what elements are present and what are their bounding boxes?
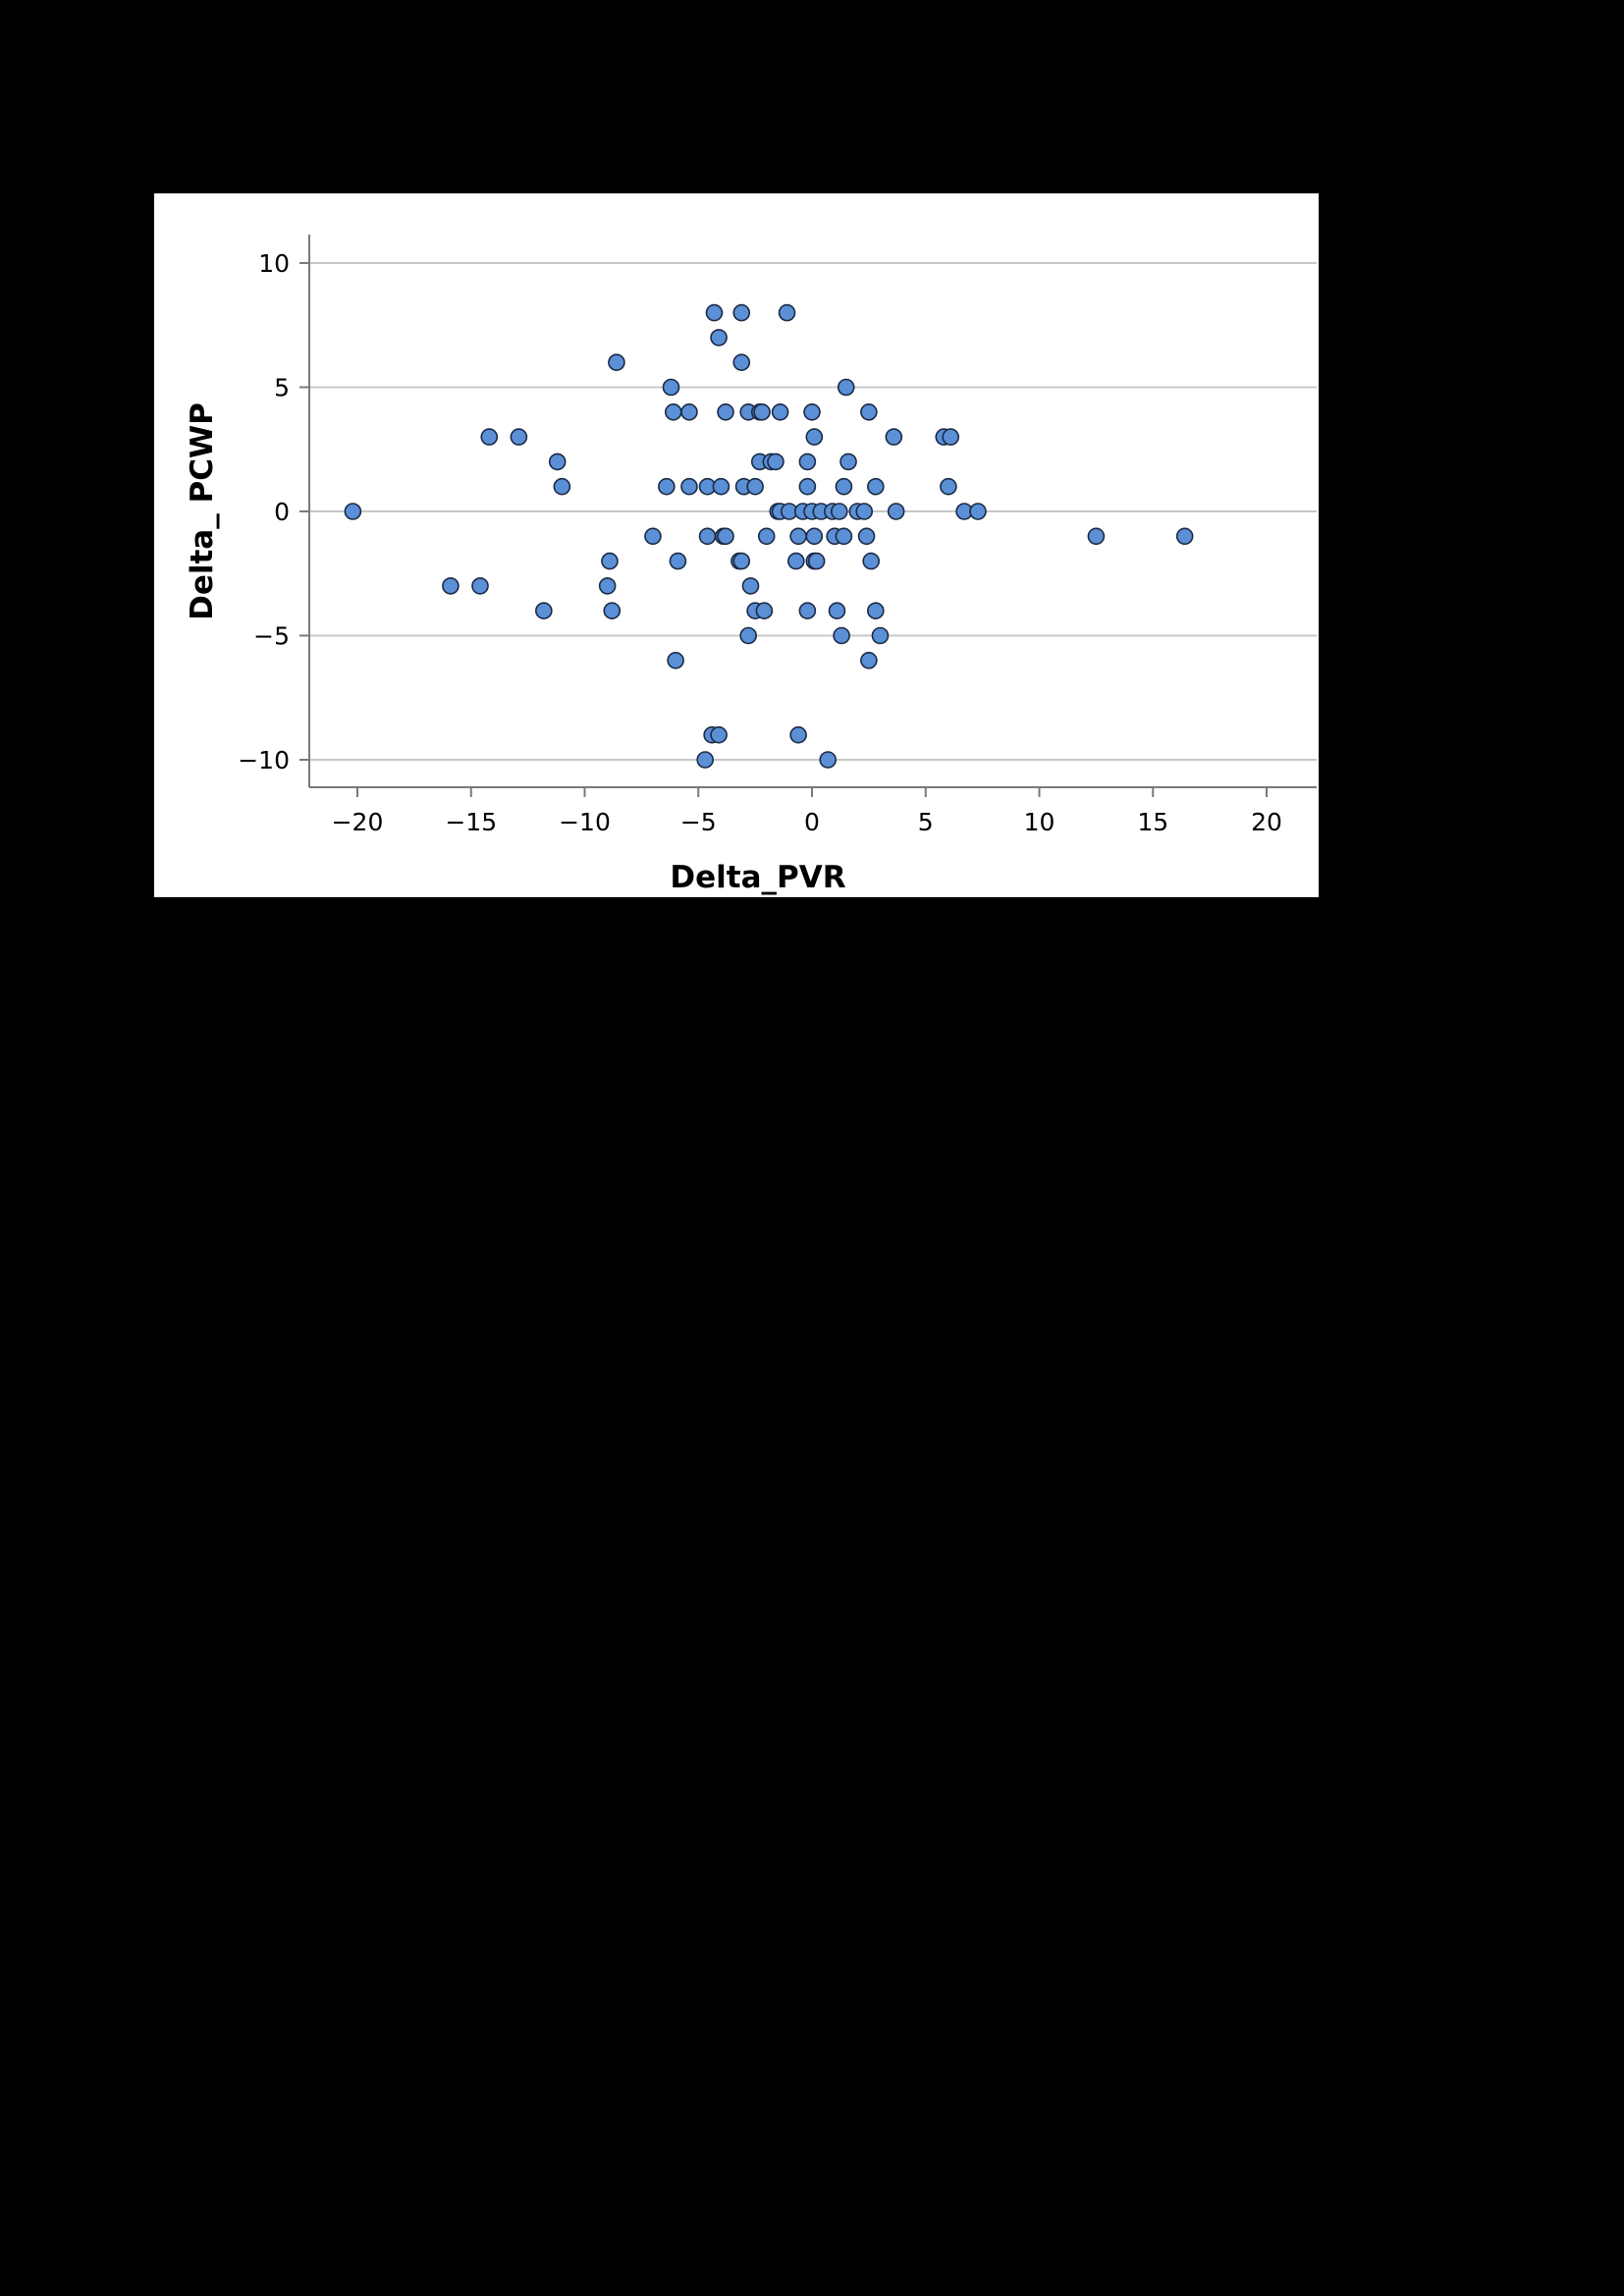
data-point [1087, 527, 1106, 546]
data-point [771, 403, 789, 421]
chart-panel: −10 −5 0 5 10 −20 −15 −10 −5 0 5 10 15 20 Delta_PVR D… [154, 193, 1319, 897]
data-point [598, 577, 617, 595]
data-point [739, 626, 757, 645]
x-tick-label: 0 [804, 808, 820, 836]
x-axis-title: Delta_PVR [670, 860, 845, 895]
data-point [698, 527, 717, 546]
data-point [1175, 527, 1194, 546]
data-point [732, 552, 751, 570]
data-point [664, 403, 682, 421]
data-point [746, 477, 764, 496]
data-point [548, 453, 567, 471]
data-point [871, 626, 890, 645]
data-point [442, 577, 460, 595]
data-point [807, 552, 826, 570]
data-point [835, 477, 853, 496]
data-point [644, 527, 662, 546]
data-point [535, 602, 553, 620]
data-point [680, 403, 698, 421]
data-point [969, 503, 987, 520]
data-point [767, 453, 785, 471]
y-tick-label: 10 [258, 249, 290, 278]
data-point [805, 428, 824, 446]
data-point [942, 428, 960, 446]
data-point [755, 602, 774, 620]
y-tick-label: −5 [253, 622, 290, 651]
data-point [805, 527, 824, 546]
data-point [741, 577, 760, 595]
data-point [510, 428, 528, 446]
data-point [658, 477, 676, 496]
data-points [344, 303, 1194, 769]
data-point [819, 751, 838, 769]
x-tick-label: −20 [332, 808, 384, 836]
data-point [603, 602, 622, 620]
data-point [798, 453, 817, 471]
data-point [786, 552, 805, 570]
x-tick-label: −5 [680, 808, 717, 836]
data-point [798, 602, 817, 620]
x-tick-label: 10 [1024, 808, 1056, 836]
data-point [480, 428, 499, 446]
axes [299, 235, 1317, 797]
y-tick-label: 0 [274, 498, 290, 526]
data-point [696, 751, 714, 769]
data-point [732, 303, 751, 322]
data-point [940, 477, 957, 496]
data-point [705, 303, 724, 322]
data-point [757, 527, 776, 546]
data-point [789, 527, 807, 546]
data-point [662, 378, 680, 397]
tick-labels: −10 −5 0 5 10 −20 −15 −10 −5 0 5 10 15 20 [238, 249, 1282, 836]
y-tick-label: 5 [274, 374, 290, 402]
data-point [601, 552, 619, 570]
data-point [862, 552, 880, 570]
data-point [753, 403, 771, 421]
data-point [839, 453, 857, 471]
data-point [837, 378, 855, 397]
data-point [732, 353, 751, 371]
data-point [717, 527, 734, 546]
y-axis-title: Delta_ PCWP [185, 402, 220, 620]
data-point [867, 477, 885, 496]
data-point [680, 477, 698, 496]
data-point [712, 477, 731, 496]
data-point [717, 403, 734, 421]
x-tick-label: −15 [445, 808, 497, 836]
data-point [833, 626, 850, 645]
data-point [803, 403, 821, 421]
data-point [830, 503, 848, 520]
y-tick-label: −10 [238, 746, 290, 774]
data-point [608, 353, 625, 371]
data-point [778, 303, 796, 322]
x-tick-label: 5 [918, 808, 934, 836]
data-point [669, 552, 687, 570]
data-point [710, 329, 728, 347]
data-point [855, 503, 874, 520]
data-point [887, 503, 905, 520]
x-tick-label: −10 [559, 808, 611, 836]
data-point [835, 527, 853, 546]
data-point [553, 477, 571, 496]
data-point [860, 651, 878, 669]
data-point [798, 477, 817, 496]
data-point [828, 602, 846, 620]
data-point [867, 602, 885, 620]
data-point [789, 725, 807, 744]
x-tick-label: 20 [1251, 808, 1282, 836]
data-point [471, 577, 489, 595]
data-point [857, 527, 876, 546]
scatter-plot: −10 −5 0 5 10 −20 −15 −10 −5 0 5 10 15 20 Delta_PVR D… [185, 235, 1317, 895]
data-point [885, 428, 903, 446]
data-point [344, 503, 362, 520]
data-point [710, 725, 728, 744]
data-point [667, 651, 684, 669]
x-tick-label: 15 [1137, 808, 1168, 836]
data-point [860, 403, 878, 421]
